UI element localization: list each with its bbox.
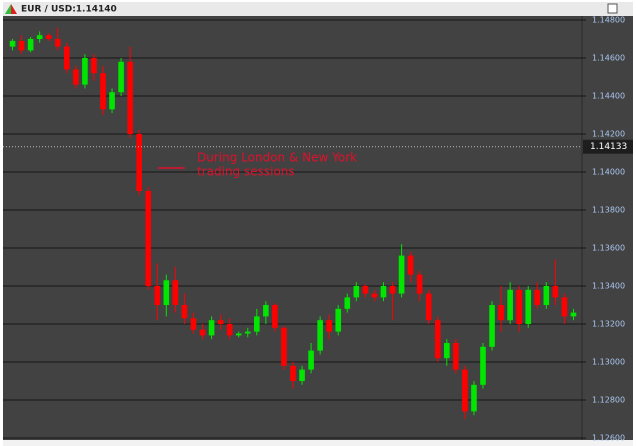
candle-body (82, 58, 88, 85)
candle-body (199, 329, 206, 336)
candle-body (45, 35, 52, 39)
annotation: trading sessions (197, 165, 295, 179)
candle-body (362, 286, 369, 294)
candle-body (254, 316, 260, 332)
candle-body (434, 320, 441, 359)
candle-body (407, 255, 414, 275)
candle-body (498, 305, 504, 321)
candle-body (9, 40, 16, 47)
candle-body (73, 69, 79, 85)
candle-body (543, 286, 550, 305)
candle-body (91, 58, 97, 74)
candle-body (190, 318, 197, 330)
candle-body (244, 331, 251, 334)
candle-body (353, 286, 360, 298)
candle-body (453, 343, 459, 370)
plot-background (3, 16, 633, 440)
candle-body (217, 320, 224, 324)
candle-body (100, 73, 106, 110)
candle-body (371, 293, 378, 298)
y-tick-label: 1.12800 (592, 396, 625, 405)
y-tick-label: 1.14600 (592, 54, 625, 63)
candle-body (145, 191, 152, 286)
y-tick-label: 1.14000 (592, 168, 625, 177)
window-button[interactable] (607, 3, 618, 14)
y-tick-label: 1.14800 (592, 16, 625, 25)
candle-body (398, 255, 405, 294)
candle-body (444, 343, 450, 359)
chart-title: EUR / USD:1.14140 (21, 5, 117, 15)
candle-body (416, 274, 423, 294)
candle-body (290, 365, 296, 381)
y-tick-label: 1.13200 (592, 320, 625, 329)
candle-body (489, 305, 495, 347)
title-bar (3, 2, 633, 16)
candle-body (235, 333, 242, 336)
candle-body (570, 312, 577, 317)
candle-body (507, 289, 513, 321)
candle-body (308, 350, 314, 370)
logo (5, 4, 11, 14)
candle-body (118, 61, 124, 93)
candle-body (109, 92, 115, 110)
current-price-box (583, 139, 633, 154)
candle-body (534, 289, 541, 305)
candle-body (18, 40, 25, 51)
candle-body (335, 308, 342, 332)
candle-body (226, 324, 233, 336)
candle-body (525, 289, 532, 324)
y-tick-label: 1.13600 (592, 244, 625, 253)
candle-body (344, 297, 351, 309)
y-tick-label: 1.13800 (592, 206, 625, 215)
candle-body (480, 346, 486, 385)
annotation: During London & New York (197, 151, 357, 165)
current-price-label: 1.14133 (590, 142, 627, 152)
bottom-strip (3, 440, 633, 446)
candle-body (561, 297, 568, 317)
y-tick-label: 1.13000 (592, 358, 625, 367)
candle-body (154, 286, 161, 305)
candle-body (317, 320, 323, 351)
candle-body (136, 134, 142, 191)
candle-body (516, 289, 522, 324)
candle-body (389, 286, 396, 294)
y-tick-label: 1.13400 (592, 282, 625, 291)
candle-body (127, 61, 133, 134)
candle-body (272, 305, 278, 328)
candle-body (299, 369, 305, 381)
candle-body (380, 286, 387, 298)
candles (9, 27, 577, 419)
candle-body (425, 293, 432, 321)
candle-body (172, 280, 179, 305)
candle-body (181, 305, 188, 319)
candle-body (462, 369, 468, 412)
candle-body (263, 305, 269, 317)
logo (11, 4, 17, 14)
candle-body (163, 280, 170, 305)
candle-body (54, 39, 61, 47)
candle-body (326, 320, 332, 332)
candle-body (552, 286, 559, 298)
y-tick-label: 1.14200 (592, 130, 625, 139)
candle-body (36, 35, 43, 39)
candle-body (281, 327, 287, 366)
candle-body (27, 39, 34, 51)
candle-body (208, 320, 215, 336)
y-tick-label: 1.12600 (592, 434, 625, 443)
y-tick-label: 1.14400 (592, 92, 625, 101)
candle-body (471, 384, 477, 412)
candle-body (64, 46, 70, 70)
